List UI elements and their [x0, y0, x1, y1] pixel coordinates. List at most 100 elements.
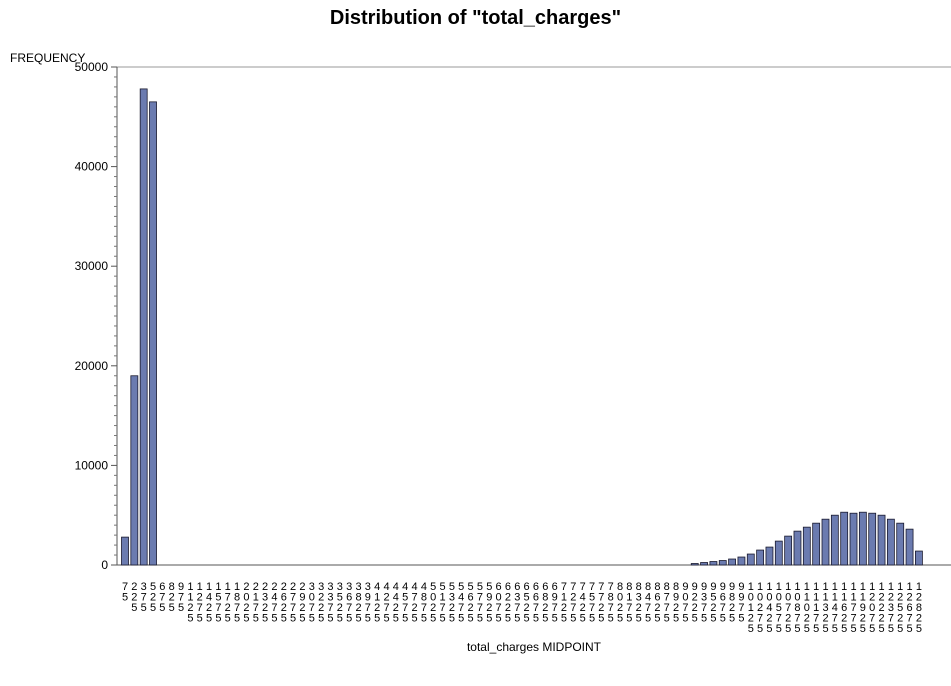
bar [746, 553, 755, 566]
x-axis: 7 52 2 5 3 7 55 2 56 7 5 8 2 59 7 51 1 2 5 1 2 7 51 4 2 51 5 7 5 1 7 2 5… [122, 581, 922, 635]
x-axis-label: total_charges MIDPOINT [467, 640, 602, 654]
bar [905, 528, 914, 566]
bar [877, 514, 886, 566]
bar [868, 512, 877, 566]
bar [121, 536, 129, 566]
bar [130, 375, 139, 566]
bar [765, 546, 774, 566]
bar [915, 550, 923, 566]
bar [858, 511, 867, 566]
y-tick-label: 50000 [75, 60, 109, 74]
bar [821, 518, 830, 566]
y-tick-label: 40000 [75, 160, 109, 174]
bar [812, 522, 821, 566]
bar [793, 530, 802, 566]
chart-title: Distribution of "total_charges" [329, 7, 622, 29]
bar [802, 526, 811, 566]
bar [149, 101, 157, 566]
bar [737, 556, 746, 566]
y-tick-label: 30000 [75, 259, 109, 273]
bar [709, 561, 718, 566]
y-tick-label: 10000 [75, 458, 109, 472]
plot-frame [116, 66, 951, 566]
bar [886, 518, 895, 566]
bar [830, 514, 839, 566]
bar [700, 562, 708, 566]
y-tick-label: 0 [101, 558, 108, 572]
bar [718, 560, 727, 566]
bar [774, 540, 783, 566]
bar [896, 522, 905, 566]
bar [756, 549, 765, 566]
y-axis-label: FREQUENCY [10, 51, 85, 65]
bars [121, 88, 923, 566]
